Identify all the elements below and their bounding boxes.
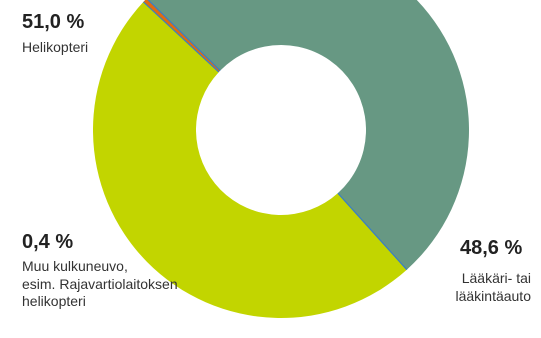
value-label-muu-kulkuneuvo: 0,4 % xyxy=(22,231,74,253)
value-label-helikopteri: 51,0 % xyxy=(22,11,85,33)
slice-laakari-tai xyxy=(93,1,407,318)
value-label-laakintaauto: 48,6 % xyxy=(460,237,523,259)
slice-separator-2 xyxy=(147,0,221,71)
category-label-laakintaauto: Lääkäri- tai lääkintäauto xyxy=(455,270,531,304)
slice-separator-1 xyxy=(143,1,220,73)
slice-helikopteri xyxy=(148,0,469,270)
donut-slices xyxy=(93,0,469,318)
slice-separators xyxy=(143,0,408,271)
slice-separator-0 xyxy=(337,192,408,271)
category-label-muu-kulkuneuvo: Muu kulkuneuvo, esim. Rajavartiolaitokse… xyxy=(22,258,178,309)
slice-muu-kulkuneuvo xyxy=(143,0,221,73)
category-label-helikopteri: Helikopteri xyxy=(22,39,89,55)
